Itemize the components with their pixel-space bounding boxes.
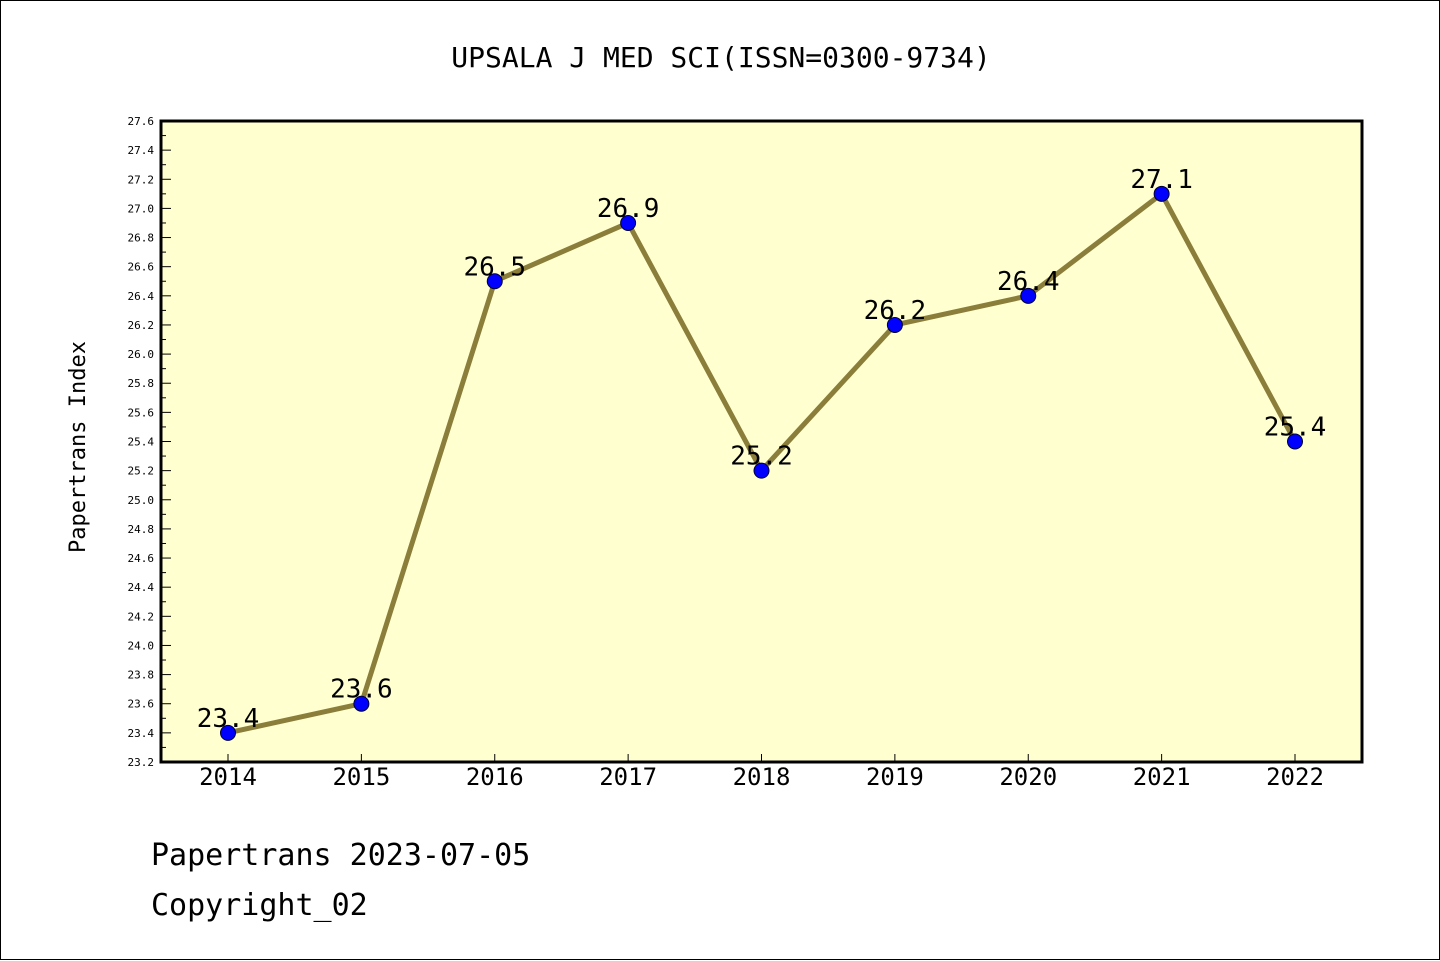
y-tick-label: 26.8 [128, 232, 155, 245]
data-label: 26.5 [463, 252, 526, 282]
data-label: 26.2 [864, 296, 927, 326]
marker-group [220, 185, 1303, 741]
data-label: 26.4 [997, 267, 1060, 297]
x-tick-label: 2014 [199, 763, 257, 791]
data-label: 25.2 [730, 442, 793, 472]
x-tick-label: 2016 [466, 763, 524, 791]
y-tick-label: 25.0 [128, 494, 155, 507]
y-tick-label: 23.8 [128, 669, 155, 682]
footer-copyright: Copyright_02 [151, 888, 368, 923]
data-point-marker [620, 214, 637, 231]
y-tick-label: 26.2 [128, 319, 155, 332]
data-point-marker [1153, 185, 1170, 202]
y-tick-label: 26.4 [128, 290, 155, 303]
x-tick-label: 2019 [866, 763, 924, 791]
y-tick-label: 24.2 [128, 610, 155, 623]
y-tick-label: 24.0 [128, 639, 155, 652]
data-point-marker [220, 724, 236, 741]
y-tick-label: 27.2 [128, 173, 155, 186]
y-axis: 23.2 23.4 23.6 23.8 24.0 24.2 24.4 24.6 24.8 25.0… [128, 115, 171, 769]
data-point-marker [1287, 433, 1303, 450]
footer-date: Papertrans 2023-07-05 [151, 838, 530, 873]
data-label: 23.4 [197, 704, 260, 734]
x-tick-label: 2017 [599, 763, 657, 791]
y-tick-label: 24.6 [128, 552, 155, 565]
y-tick-label: 25.8 [128, 377, 155, 390]
y-tick-label: 26.6 [128, 261, 155, 274]
x-tick-label: 2015 [332, 763, 390, 791]
y-tick-label: 27.4 [128, 144, 155, 157]
y-axis-title: Papertrans Index [66, 341, 91, 553]
data-label-group: 23.4 23.6 26.5 26.9 25.2 26.2 26.4 27.1 25.4 [197, 165, 1327, 734]
data-point-marker [353, 695, 370, 712]
data-point-marker [886, 316, 903, 333]
y-tick-label: 27.0 [128, 202, 155, 215]
x-tick-label: 2021 [1133, 763, 1191, 791]
data-point-marker [753, 462, 770, 479]
x-tick-label: 2020 [999, 763, 1057, 791]
data-label: 23.6 [330, 675, 393, 705]
data-point-marker [486, 273, 503, 290]
plot-area [159, 119, 1364, 764]
x-tick-label: 2022 [1266, 763, 1324, 791]
y-tick-label: 25.4 [128, 436, 155, 449]
data-label: 25.4 [1264, 413, 1327, 443]
y-tick-label: 23.4 [128, 727, 155, 740]
y-tick-label: 23.6 [128, 698, 155, 711]
y-tick-label: 24.4 [128, 581, 155, 594]
data-point-marker [1020, 287, 1037, 304]
chart-title: UPSALA J MED SCI(ISSN=0300-9734) [451, 41, 990, 74]
data-label: 26.9 [597, 194, 660, 224]
y-tick-label: 24.8 [128, 523, 155, 536]
data-label: 27.1 [1130, 165, 1193, 195]
y-tick-label: 26.0 [128, 348, 155, 361]
x-axis: 2014 2015 2016 2017 2018 2019 2020 2021 2022 [199, 754, 1324, 791]
y-tick-label: 23.2 [128, 756, 155, 769]
y-tick-label: 25.6 [128, 406, 155, 419]
x-tick-label: 2018 [733, 763, 791, 791]
y-tick-label: 27.6 [128, 115, 155, 128]
y-tick-label: 25.2 [128, 465, 155, 478]
